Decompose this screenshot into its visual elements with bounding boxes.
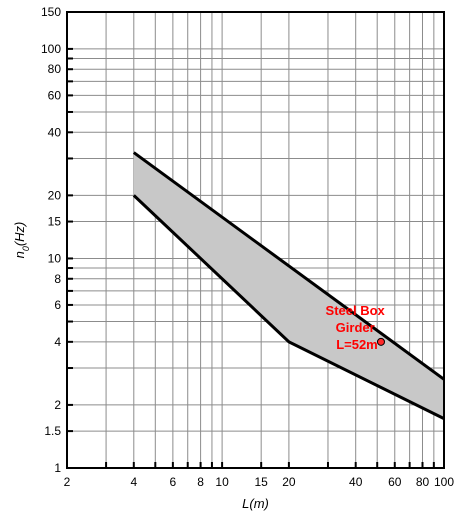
- y-tick-label: 6: [54, 298, 61, 312]
- y-axis-title: n0(Hz): [12, 222, 31, 259]
- y-tick-labels: 1 1.5 2 4 6 8 10 15 20 40 60 80 100 150: [41, 5, 61, 475]
- y-axis-title-subscript: 0: [21, 246, 31, 251]
- y-tick-label: 60: [48, 88, 62, 102]
- x-tick-label: 20: [282, 475, 296, 489]
- x-tick-label: 8: [197, 475, 204, 489]
- y-tick-label: 40: [48, 125, 62, 139]
- y-tick-label: 8: [54, 272, 61, 286]
- annotation-line-2: Girder: [336, 320, 375, 335]
- annotation-line-3: L=52m: [336, 337, 378, 352]
- upper-limit-line: [132, 151, 445, 381]
- y-tick-label: 15: [48, 215, 62, 229]
- y-tick-label: 20: [48, 188, 62, 202]
- annotation-line-1: Steel Box: [326, 303, 386, 318]
- y-axis-title-unit: (Hz): [12, 222, 27, 247]
- y-tick-label: 1.5: [44, 424, 61, 438]
- y-axis-title-symbol: n: [12, 251, 27, 258]
- y-tick-label: 150: [41, 5, 61, 19]
- x-tick-label: 15: [254, 475, 268, 489]
- x-tick-labels: 2 4 6 8 10 15 20 40 60 80 100: [64, 475, 455, 489]
- x-tick-label: 10: [215, 475, 229, 489]
- y-tick-label: 100: [41, 42, 61, 56]
- x-axis-title: L(m): [242, 496, 269, 511]
- lower-limit-line: [132, 194, 445, 420]
- y-tick-label: 80: [48, 62, 62, 76]
- y-tick-label: 4: [54, 335, 61, 349]
- x-tick-label: 2: [64, 475, 71, 489]
- data-point-steel-box-girder: [376, 337, 385, 346]
- x-tick-label: 60: [388, 475, 402, 489]
- y-tick-label: 2: [54, 398, 61, 412]
- y-tick-label: 1: [54, 461, 61, 475]
- frequency-band: [133, 152, 445, 419]
- x-tick-label: 40: [349, 475, 363, 489]
- x-tick-label: 100: [434, 475, 454, 489]
- x-tick-label: 6: [170, 475, 177, 489]
- x-tick-label: 4: [130, 475, 137, 489]
- axis-ticks: [66, 11, 445, 469]
- y-tick-label: 10: [48, 251, 62, 265]
- x-tick-label: 80: [416, 475, 430, 489]
- annotation-steel-box-girder: Steel Box Girder L=52m: [326, 303, 389, 352]
- plot-frame: [66, 11, 445, 469]
